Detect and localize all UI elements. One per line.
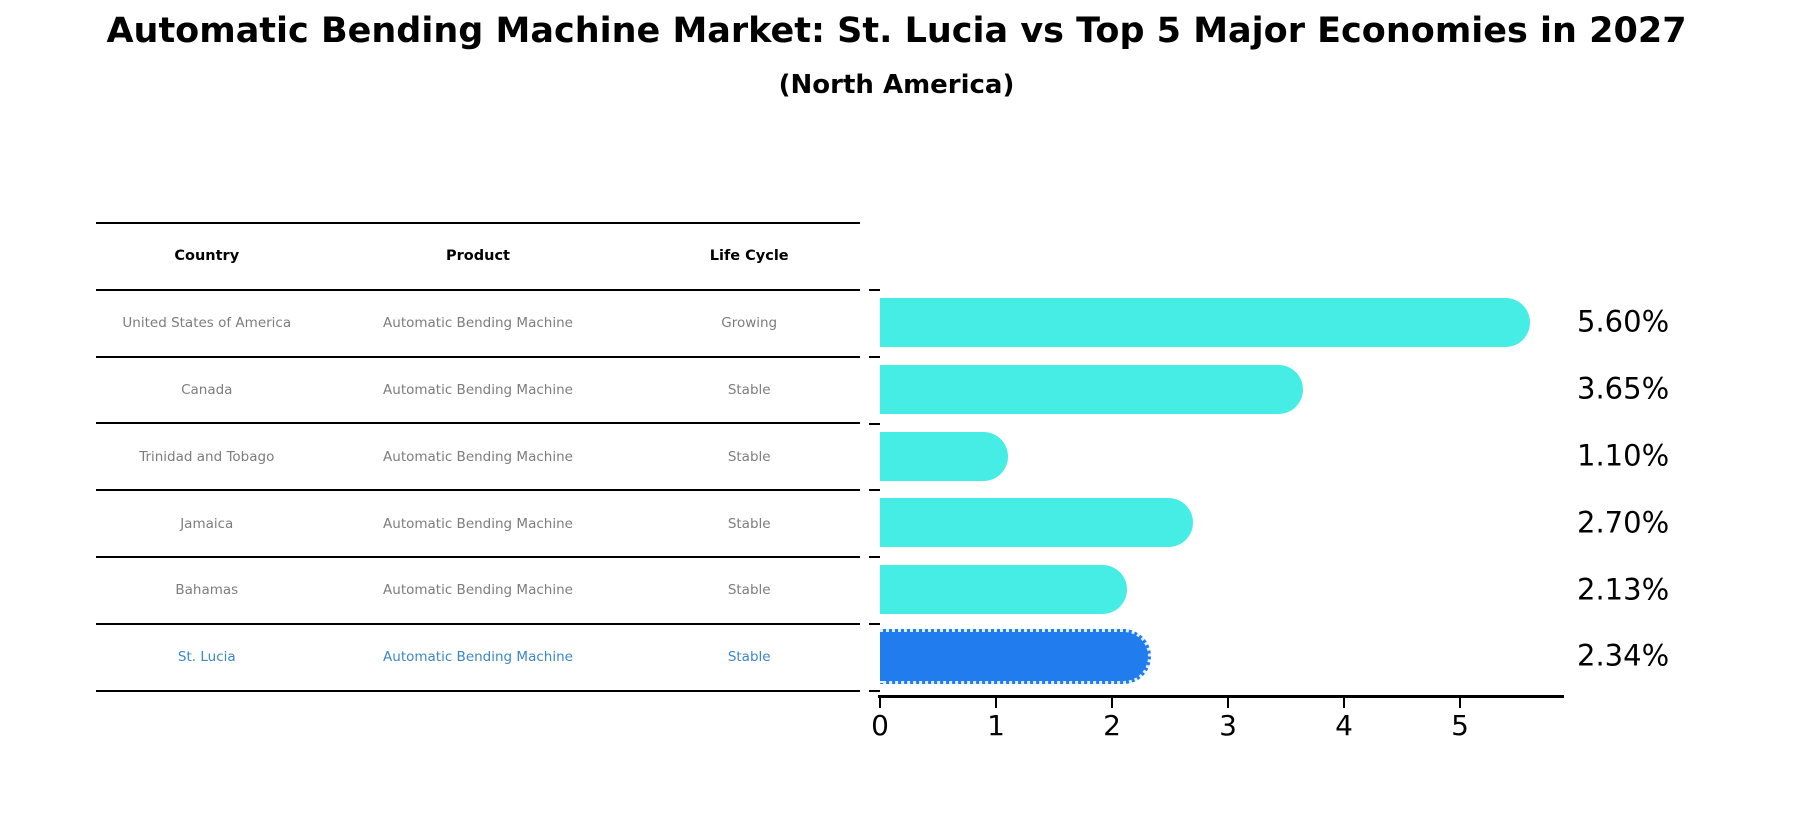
y-axis-tick bbox=[869, 355, 880, 358]
bar bbox=[880, 431, 1008, 481]
cell-life-cycle: Stable bbox=[727, 582, 771, 599]
y-axis-tick bbox=[869, 489, 880, 492]
cell-product: Automatic Bending Machine bbox=[383, 448, 573, 465]
x-axis-tick-label: 4 bbox=[1335, 709, 1353, 742]
value-label: 5.60% bbox=[1577, 304, 1670, 339]
value-label: 2.70% bbox=[1577, 505, 1670, 540]
y-axis-tick bbox=[869, 556, 880, 559]
x-axis-tick bbox=[1459, 697, 1461, 708]
bar bbox=[880, 297, 1530, 347]
cell-product: Automatic Bending Machine bbox=[383, 515, 573, 532]
table-row: St. Lucia Automatic Bending Machine Stable bbox=[96, 625, 860, 692]
value-label: 1.10% bbox=[1577, 438, 1670, 473]
table-row: Jamaica Automatic Bending Machine Stable bbox=[96, 491, 860, 558]
cell-country: Canada bbox=[181, 381, 233, 398]
value-label: 2.34% bbox=[1577, 638, 1670, 673]
x-axis-tick-label: 0 bbox=[871, 709, 889, 742]
table-row: United States of America Automatic Bendin… bbox=[96, 291, 860, 358]
header-cell-life-cycle: Life Cycle bbox=[709, 248, 789, 265]
y-axis-tick bbox=[869, 289, 880, 291]
x-axis-tick-label: 1 bbox=[987, 709, 1005, 742]
cell-life-cycle: Stable bbox=[727, 649, 771, 666]
cell-country: Jamaica bbox=[180, 515, 234, 532]
highlight-bar bbox=[880, 628, 1152, 684]
x-axis-tick bbox=[1343, 697, 1345, 708]
cell-life-cycle: Stable bbox=[727, 448, 771, 465]
table-row: Canada Automatic Bending Machine Stable bbox=[96, 358, 860, 425]
table-row: Bahamas Automatic Bending Machine Stable bbox=[96, 558, 860, 625]
bar bbox=[880, 364, 1304, 414]
cell-product: Automatic Bending Machine bbox=[383, 582, 573, 599]
cell-country: Trinidad and Tobago bbox=[139, 448, 275, 465]
cell-country: St. Lucia bbox=[177, 649, 236, 666]
y-axis-tick bbox=[869, 623, 880, 625]
header-cell-product: Product bbox=[446, 248, 510, 265]
table-header-row: Country Product Life Cycle bbox=[96, 224, 860, 291]
cell-country: United States of America bbox=[122, 315, 292, 332]
cell-product: Automatic Bending Machine bbox=[383, 315, 573, 332]
page-title: Automatic Bending Machine Market: St. Lu… bbox=[106, 11, 1687, 51]
value-label: 3.65% bbox=[1577, 371, 1670, 406]
x-axis-line bbox=[878, 695, 1564, 698]
value-label: 2.13% bbox=[1577, 572, 1670, 607]
x-axis-tick-label: 3 bbox=[1219, 709, 1237, 742]
y-axis-tick bbox=[869, 422, 880, 425]
x-axis-tick-label: 2 bbox=[1103, 709, 1121, 742]
x-axis-tick bbox=[879, 697, 881, 708]
cell-life-cycle: Growing bbox=[721, 315, 778, 332]
bar bbox=[880, 498, 1194, 548]
cell-country: Bahamas bbox=[175, 582, 239, 599]
x-axis-tick bbox=[995, 697, 997, 708]
y-axis-tick bbox=[869, 689, 880, 692]
cell-product: Automatic Bending Machine bbox=[383, 649, 573, 666]
table-body: United States of America Automatic Bendin… bbox=[96, 291, 860, 692]
x-axis-tick bbox=[1111, 697, 1113, 708]
cell-life-cycle: Stable bbox=[727, 515, 771, 532]
cell-product: Automatic Bending Machine bbox=[383, 381, 573, 398]
comparison-table: Country Product Life Cycle United States… bbox=[96, 222, 860, 692]
x-axis-tick bbox=[1227, 697, 1229, 708]
bar bbox=[880, 565, 1128, 615]
x-axis-tick-label: 5 bbox=[1451, 709, 1469, 742]
table-row: Trinidad and Tobago Automatic Bending Mac… bbox=[96, 424, 860, 492]
page-subtitle: (North America) bbox=[778, 70, 1015, 100]
cell-life-cycle: Stable bbox=[727, 381, 771, 398]
header-cell-country: Country bbox=[174, 248, 240, 265]
